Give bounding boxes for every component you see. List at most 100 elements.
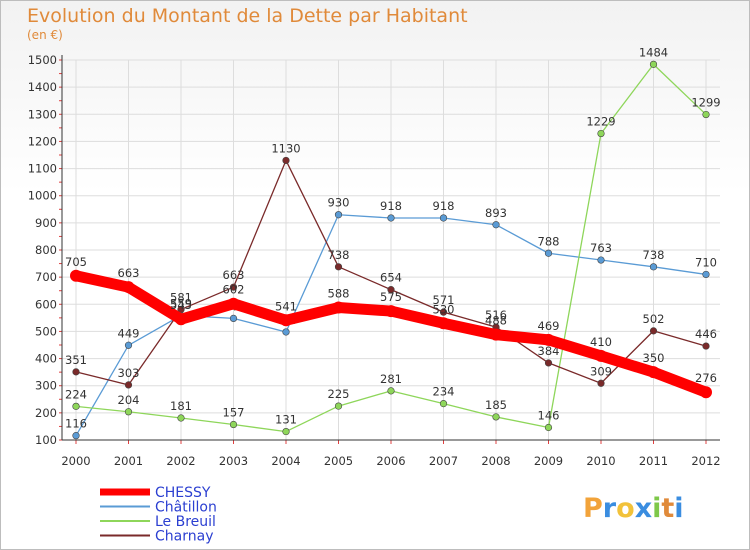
data-label: 488: [485, 314, 507, 328]
data-label: 663: [118, 266, 140, 280]
legend-label: Le Breuil: [155, 514, 216, 530]
data-point: [280, 314, 292, 327]
data-point: [229, 314, 238, 323]
data-label: 571: [433, 293, 455, 307]
data-label: 276: [695, 371, 717, 385]
data-label: 157: [223, 406, 245, 420]
data-point: [702, 342, 710, 350]
data-label: 309: [590, 364, 612, 378]
proxiti-logo: Proxiti: [583, 493, 684, 524]
data-label: 224: [65, 387, 87, 401]
data-label: 893: [485, 206, 507, 220]
data-point: [387, 214, 395, 222]
y-tick-label: 900: [35, 216, 57, 230]
data-point: [124, 341, 133, 349]
data-label: 788: [538, 234, 560, 248]
data-label: 1130: [271, 141, 300, 155]
data-label: 116: [65, 417, 87, 431]
x-tick-label: 2003: [219, 454, 248, 468]
data-point: [72, 432, 80, 440]
data-point: [177, 305, 185, 314]
data-point: [177, 414, 185, 422]
data-point: [647, 366, 660, 379]
data-point: [334, 211, 343, 219]
data-label: 146: [538, 409, 560, 423]
data-label: 588: [328, 287, 350, 301]
data-label: 1484: [639, 45, 668, 59]
x-tick-label: 2001: [114, 454, 143, 468]
data-point: [597, 379, 605, 387]
data-point: [124, 408, 133, 416]
data-point: [542, 333, 555, 346]
data-label: 654: [380, 271, 402, 285]
data-point: [70, 269, 82, 282]
data-label: 710: [695, 255, 717, 269]
chart-subtitle: (en €): [27, 28, 63, 42]
data-label: 502: [643, 312, 665, 326]
y-tick-label: 1000: [28, 189, 57, 203]
data-label: 763: [590, 241, 612, 255]
data-label: 581: [170, 290, 192, 304]
y-tick-label: 300: [35, 379, 57, 393]
data-label: 545: [170, 298, 192, 312]
data-label: 930: [328, 196, 350, 210]
data-label: 918: [380, 199, 402, 213]
data-label: 384: [538, 344, 560, 358]
data-point: [702, 110, 710, 119]
y-tick-label: 700: [35, 270, 57, 284]
data-point: [175, 313, 187, 326]
data-point: [385, 305, 397, 318]
data-label: 449: [118, 326, 140, 340]
data-label: 1299: [691, 96, 720, 110]
data-label: 351: [65, 353, 87, 367]
data-point: [492, 221, 500, 229]
x-tick-label: 2002: [166, 454, 195, 468]
data-point: [227, 297, 240, 310]
data-point: [334, 402, 343, 410]
x-tick-label: 2007: [429, 454, 458, 468]
data-label: 663: [223, 268, 245, 282]
data-point: [72, 402, 80, 410]
data-point: [649, 263, 658, 271]
data-point: [597, 129, 605, 138]
data-label: 446: [695, 327, 717, 341]
y-tick-label: 1300: [28, 107, 57, 121]
data-label: 541: [275, 299, 297, 313]
y-tick-label: 1500: [28, 53, 57, 67]
data-point: [229, 283, 238, 291]
y-tick-label: 100: [35, 433, 57, 447]
data-point: [597, 256, 605, 264]
data-label: 738: [643, 248, 665, 262]
data-label: 225: [328, 387, 350, 401]
data-point: [492, 413, 500, 421]
data-point: [439, 214, 448, 222]
data-point: [439, 308, 448, 316]
legend-label: Châtillon: [155, 500, 217, 516]
legend-label: Charnay: [155, 529, 213, 545]
chart-title: Evolution du Montant de la Dette par Hab…: [27, 5, 468, 27]
data-point: [544, 359, 553, 367]
y-tick-label: 600: [35, 297, 57, 311]
y-tick-label: 500: [35, 324, 57, 338]
data-point: [122, 281, 135, 294]
data-label: 575: [380, 290, 402, 304]
data-label: 918: [433, 199, 455, 213]
data-point: [332, 301, 345, 314]
y-tick-label: 1200: [28, 134, 57, 148]
x-tick-label: 2010: [586, 454, 615, 468]
x-tick-label: 2012: [691, 454, 720, 468]
data-point: [334, 263, 343, 271]
data-label: 602: [223, 283, 245, 297]
data-label: 131: [275, 413, 297, 427]
data-point: [490, 328, 502, 341]
data-point: [595, 349, 607, 362]
data-point: [544, 423, 553, 432]
data-point: [702, 270, 710, 279]
data-point: [437, 317, 450, 330]
x-tick-label: 2009: [534, 454, 563, 468]
data-label: 516: [485, 308, 507, 322]
x-tick-label: 2006: [376, 454, 405, 468]
data-label: 181: [170, 399, 192, 413]
y-tick-label: 400: [35, 352, 57, 366]
